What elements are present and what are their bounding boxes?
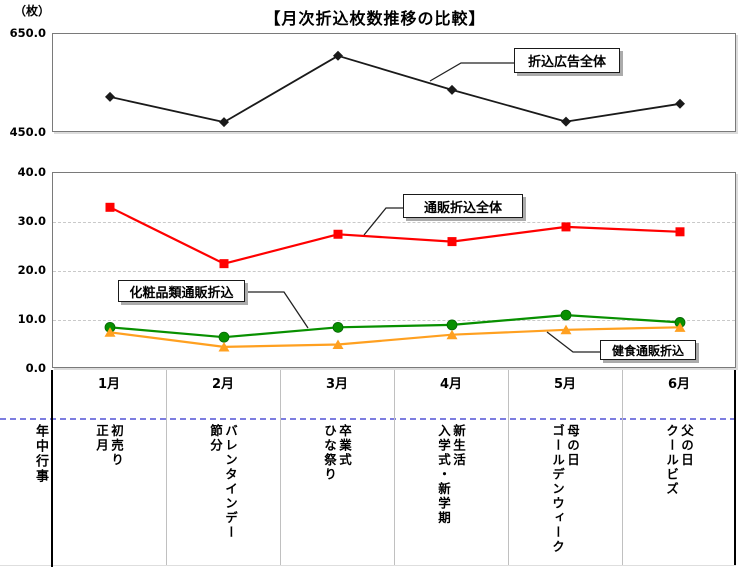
lower-chart-plot [104, 202, 686, 353]
lower-chart-panel [52, 172, 736, 368]
month-label: 2月 [211, 377, 235, 392]
month-label: 1月 [97, 377, 121, 392]
series-健食通販折込 [104, 322, 686, 352]
event-text: 父の日 クールビズ [664, 424, 694, 497]
event-text: 卒業式 ひな祭り [322, 424, 352, 482]
event-cell: 父の日 クールビズ [622, 424, 736, 566]
callout-line [546, 331, 601, 353]
event-cell: バレンタインデー 節分 [166, 424, 280, 566]
y-axis-tick-label: 650.0 [9, 26, 46, 40]
series-折込広告全体 [105, 50, 685, 128]
table-bottom-border [0, 565, 736, 566]
event-cell: 初売り 正月 [52, 424, 166, 566]
callout-cosmetics: 化粧品類通販折込 [118, 280, 245, 302]
y-axis-tick-label: 0.0 [25, 361, 46, 375]
gridline [53, 320, 735, 321]
y-axis-tick-label: 10.0 [17, 312, 46, 326]
event-cell: 卒業式 ひな祭り [280, 424, 394, 566]
callout-mailorder-total-label: 通販折込全体 [423, 200, 502, 216]
table-column-separator [394, 370, 395, 565]
table-right-border [734, 370, 736, 565]
events-row-header: 年中行事 [33, 424, 48, 484]
month-label: 3月 [325, 377, 349, 392]
y-axis-tick-label: 20.0 [17, 263, 46, 277]
event-cell: 新生活 入学式・新学期 [394, 424, 508, 566]
y-axis-tick-label: 450.0 [9, 125, 46, 139]
month-label: 6月 [667, 377, 691, 392]
month-label: 4月 [439, 377, 463, 392]
callout-line [363, 207, 404, 236]
callout-mailorder-total: 通販折込全体 [403, 194, 523, 218]
table-column-separator [622, 370, 623, 565]
event-text: バレンタインデー 節分 [208, 424, 238, 540]
table-left-border [51, 370, 53, 567]
y-axis-tick-label: 30.0 [17, 214, 46, 228]
event-text: 新生活 入学式・新学期 [436, 424, 466, 526]
callout-line [246, 291, 309, 329]
gridline [53, 222, 735, 223]
event-text: 母の日 ゴールデンウィーク [550, 424, 580, 555]
callout-cosmetics-label: 化粧品類通販折込 [129, 285, 234, 301]
event-cell: 母の日 ゴールデンウィーク [508, 424, 622, 566]
table-column-separator [166, 370, 167, 565]
event-text: 初売り 正月 [94, 424, 124, 468]
month-label: 5月 [553, 377, 577, 392]
table-column-separator [280, 370, 281, 565]
page-title: 【月次折込枚数推移の比較】 [264, 9, 486, 28]
callout-line [429, 62, 515, 82]
events-divider-line [0, 418, 736, 420]
upper-chart-panel [52, 33, 736, 132]
series-化粧品類通販折込 [104, 309, 686, 343]
callout-flyer-total-label: 折込広告全体 [527, 55, 606, 70]
upper-chart-plot [105, 50, 685, 128]
series-通販折込全体 [105, 202, 685, 269]
callout-healthfood-label: 健食通販折込 [611, 343, 684, 358]
table-column-separator [508, 370, 509, 565]
callout-flyer-total: 折込広告全体 [514, 48, 620, 73]
y-axis-tick-label: 40.0 [17, 165, 46, 179]
callout-healthfood: 健食通販折込 [600, 340, 696, 360]
y-axis-unit-label: （枚） [14, 4, 51, 18]
gridline [53, 271, 735, 272]
